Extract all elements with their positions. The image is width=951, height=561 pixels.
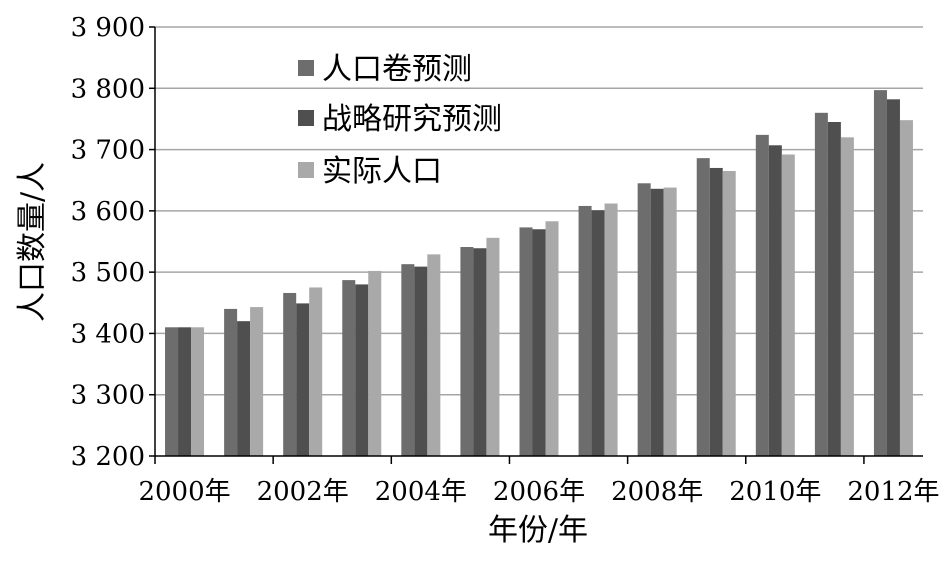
legend-swatch-0 bbox=[298, 60, 314, 76]
y-tick-label: 3 700 bbox=[71, 136, 145, 166]
bar bbox=[604, 203, 618, 456]
bar bbox=[827, 121, 841, 456]
x-tick-label: 2006年 bbox=[493, 477, 585, 507]
bar bbox=[873, 90, 887, 457]
bar bbox=[296, 303, 310, 456]
y-tick-label: 3 400 bbox=[71, 319, 145, 349]
y-tick-label: 3 900 bbox=[71, 13, 145, 43]
bar bbox=[578, 205, 592, 456]
bars bbox=[165, 90, 913, 457]
bar bbox=[224, 308, 238, 456]
bar bbox=[368, 270, 382, 456]
bar bbox=[178, 327, 192, 456]
legend-swatch-2 bbox=[298, 162, 314, 178]
bar bbox=[591, 210, 605, 456]
x-tick-label: 2000年 bbox=[138, 477, 230, 507]
bar bbox=[814, 112, 828, 457]
bar bbox=[165, 327, 179, 456]
axes bbox=[149, 26, 923, 464]
bar bbox=[309, 287, 323, 456]
legend-label-1: 战略研究预测 bbox=[322, 102, 502, 137]
tick-labels: 3 200 3 300 3 400 3 500 3 600 3 700 3 800 3 900… bbox=[71, 13, 940, 507]
x-tick-label: 2004年 bbox=[375, 477, 467, 507]
y-tick-label: 3 800 bbox=[71, 74, 145, 104]
legend-label-2: 实际人口 bbox=[322, 154, 442, 189]
bar bbox=[342, 280, 356, 456]
y-tick-label: 3 600 bbox=[71, 197, 145, 227]
bar bbox=[709, 167, 723, 456]
bar bbox=[473, 248, 487, 456]
bar bbox=[663, 187, 677, 456]
x-tick-label: 2010年 bbox=[729, 477, 821, 507]
bar bbox=[414, 266, 428, 456]
bar bbox=[237, 321, 251, 456]
bar bbox=[899, 120, 913, 456]
legend-label-0: 人口卷预测 bbox=[322, 52, 472, 87]
bar bbox=[401, 264, 415, 456]
x-tick-label: 2002年 bbox=[257, 477, 349, 507]
bar bbox=[696, 158, 710, 456]
bar bbox=[755, 134, 769, 456]
bar bbox=[250, 307, 264, 456]
bar bbox=[840, 137, 854, 457]
bar bbox=[637, 183, 651, 456]
y-tick-label: 3 500 bbox=[71, 258, 145, 288]
legend: 人口卷预测 战略研究预测 实际人口 bbox=[298, 52, 502, 189]
legend-swatch-1 bbox=[298, 110, 314, 126]
y-tick-label: 3 200 bbox=[71, 442, 145, 472]
y-tick-label: 3 300 bbox=[71, 381, 145, 411]
bar bbox=[283, 292, 297, 456]
bar bbox=[519, 227, 533, 456]
x-axis-title: 年份/年 bbox=[488, 513, 588, 548]
bar bbox=[532, 229, 546, 456]
y-axis-title: 人口数量/人 bbox=[15, 162, 50, 322]
bar bbox=[460, 247, 474, 456]
bar bbox=[768, 145, 782, 456]
bar bbox=[781, 154, 795, 456]
bar bbox=[650, 188, 664, 456]
bar bbox=[545, 221, 559, 456]
bar bbox=[191, 327, 205, 456]
bar bbox=[722, 171, 736, 456]
bar bbox=[886, 99, 900, 457]
bar bbox=[427, 254, 441, 456]
x-tick-label: 2012年 bbox=[847, 477, 939, 507]
x-tick-label: 2008年 bbox=[611, 477, 703, 507]
bar bbox=[355, 284, 369, 456]
bar bbox=[486, 237, 500, 456]
